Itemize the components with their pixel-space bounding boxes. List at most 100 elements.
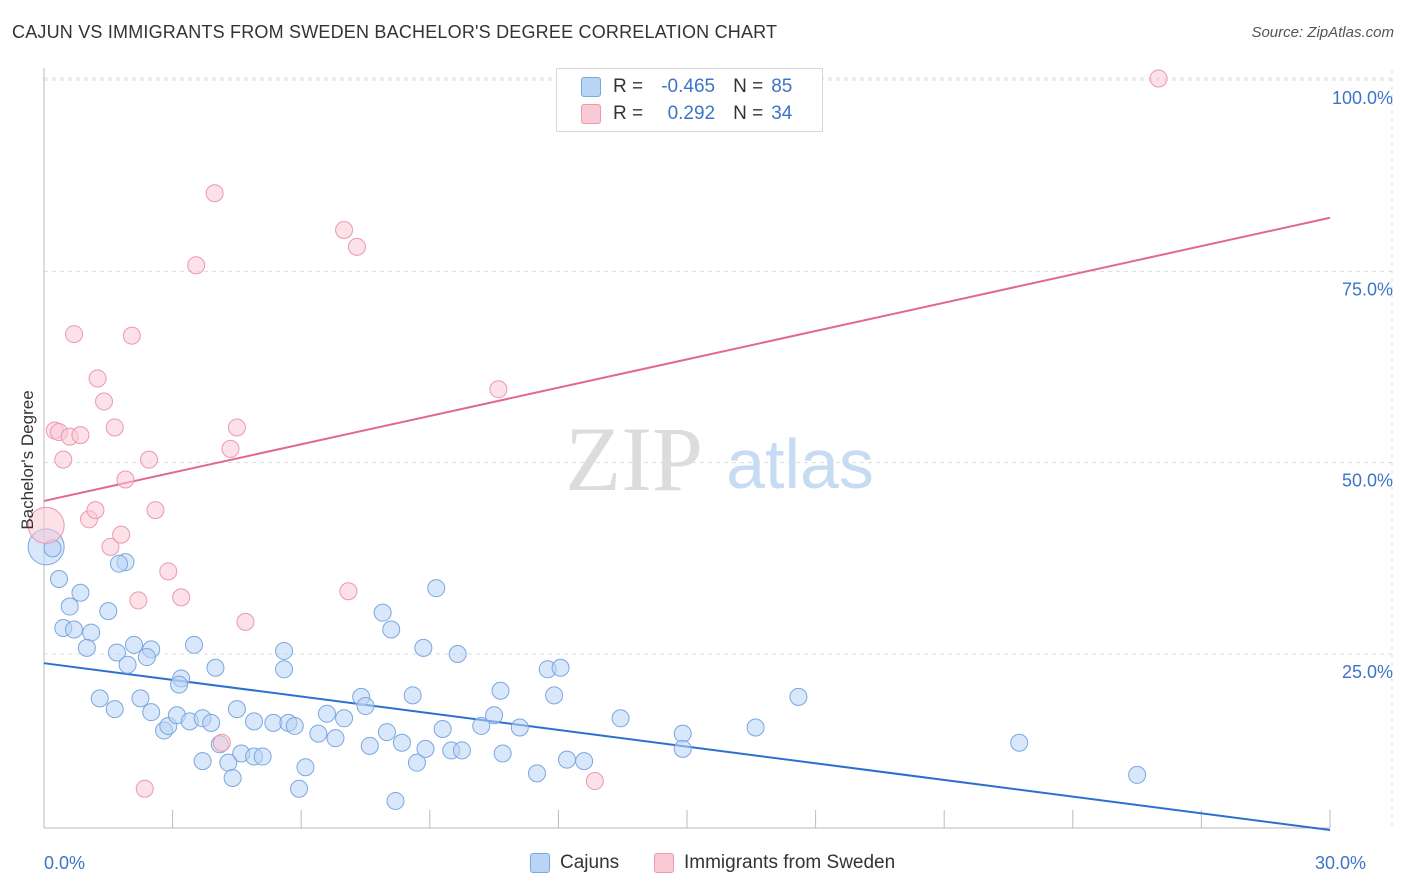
sweden-point: [27, 506, 65, 544]
sweden-point: [221, 439, 240, 458]
cajun-point: [60, 597, 79, 616]
cajun-point: [386, 791, 405, 810]
sweden-point: [1149, 69, 1168, 88]
sweden-n-value: 34: [771, 103, 793, 124]
y-tick-label: 25.0%: [1342, 662, 1393, 682]
legend-item-sweden[interactable]: Immigrants from Sweden: [654, 852, 895, 874]
legend-item-cajuns[interactable]: Cajuns: [530, 852, 619, 874]
sweden-point: [187, 256, 206, 275]
y-tick-label: 100.0%: [1332, 88, 1393, 108]
source-label: Source: ZipAtlas.com: [1251, 24, 1394, 41]
cajun-point: [673, 739, 692, 758]
sweden-point: [54, 450, 73, 469]
cajun-point: [296, 758, 315, 777]
cajun-point: [452, 741, 471, 760]
sweden-point: [116, 470, 135, 489]
cajun-r-value: -0.465: [661, 76, 716, 97]
cajun-point: [77, 638, 96, 657]
sweden-point: [236, 612, 255, 631]
cajun-point: [245, 712, 264, 731]
sweden-point: [65, 325, 84, 344]
cajun-point: [82, 623, 101, 642]
sweden-r-value: 0.292: [667, 103, 716, 124]
sweden-point: [585, 772, 604, 791]
correlation-legend: R = -0.465 N = 85 R = 0.292 N = 34: [556, 68, 823, 132]
cajun-point: [485, 706, 504, 725]
watermark: ZIP atlas: [565, 408, 874, 510]
sweden-swatch: [581, 104, 601, 124]
cajun-point: [105, 700, 124, 719]
cajun-point: [403, 686, 422, 705]
cajun-point: [1010, 733, 1029, 752]
cajun-point: [90, 689, 109, 708]
sweden-label: Immigrants from Sweden: [684, 852, 896, 873]
cajun-point: [264, 713, 283, 732]
chart-title: CAJUN VS IMMIGRANTS FROM SWEDEN BACHELOR…: [12, 22, 778, 42]
cajun-point: [789, 687, 808, 706]
cajun-point: [493, 744, 512, 763]
cajun-point: [382, 620, 401, 639]
r-label: R =: [613, 103, 644, 124]
cajun-point: [185, 635, 204, 654]
cajun-point: [110, 554, 129, 573]
sweden-point: [172, 588, 191, 607]
cajun-point: [551, 658, 570, 677]
cajun-point: [275, 660, 294, 679]
cajun-point: [170, 675, 189, 694]
sweden-point: [129, 591, 148, 610]
cajun-point: [290, 779, 309, 798]
cajun-point: [356, 697, 375, 716]
cajun-point: [326, 729, 345, 748]
legend-row-cajun: R = -0.465 N = 85: [581, 75, 792, 99]
cajun-point: [557, 750, 576, 769]
cajun-point: [142, 703, 161, 722]
cajun-point: [223, 768, 242, 787]
cajun-point: [253, 747, 272, 766]
n-label: N =: [733, 103, 764, 124]
sweden-point: [159, 562, 178, 581]
cajun-point: [433, 720, 452, 739]
x-tick-label: 0.0%: [44, 853, 85, 873]
sweden-point: [335, 221, 354, 240]
cajun-point: [335, 709, 354, 728]
sweden-point: [105, 418, 124, 437]
legend-row-sweden: R = 0.292 N = 34: [581, 102, 792, 126]
data-points: [27, 69, 1168, 810]
watermark-atlas: atlas: [726, 425, 874, 503]
watermark-zip: ZIP: [565, 408, 703, 510]
r-label: R =: [613, 76, 644, 97]
cajun-point: [65, 620, 84, 639]
axes: [43, 68, 1331, 829]
sweden-point: [489, 380, 508, 399]
cajun-point: [137, 648, 156, 667]
sweden-point: [71, 426, 90, 445]
cajun-point: [71, 583, 90, 602]
sweden-point: [88, 369, 107, 388]
cajun-point: [527, 764, 546, 783]
cajun-point: [392, 733, 411, 752]
cajun-point: [125, 635, 144, 654]
sweden-point: [86, 501, 105, 520]
y-tick-label: 50.0%: [1342, 471, 1393, 491]
cajun-point: [206, 658, 225, 677]
cajun-point: [285, 716, 304, 735]
cajun-point: [416, 739, 435, 758]
cajun-point: [50, 569, 69, 588]
cajun-point: [414, 638, 433, 657]
cajun-point: [611, 709, 630, 728]
sweden-point: [146, 501, 165, 520]
cajun-point: [575, 752, 594, 771]
sweden-point: [212, 733, 231, 752]
cajun-point: [193, 752, 212, 771]
cajun-point: [309, 724, 328, 743]
sweden-point: [227, 418, 246, 437]
sweden-points: [27, 69, 1168, 798]
cajun-point: [107, 643, 126, 662]
cajun-point: [219, 753, 238, 772]
cajun-point: [545, 686, 564, 705]
cajun-point: [99, 602, 118, 621]
sweden-point: [101, 537, 120, 556]
sweden-swatch-bottom: [654, 853, 674, 873]
tick-labels: 25.0% 50.0% 75.0% 100.0% 0.0% 30.0%: [44, 88, 1393, 873]
